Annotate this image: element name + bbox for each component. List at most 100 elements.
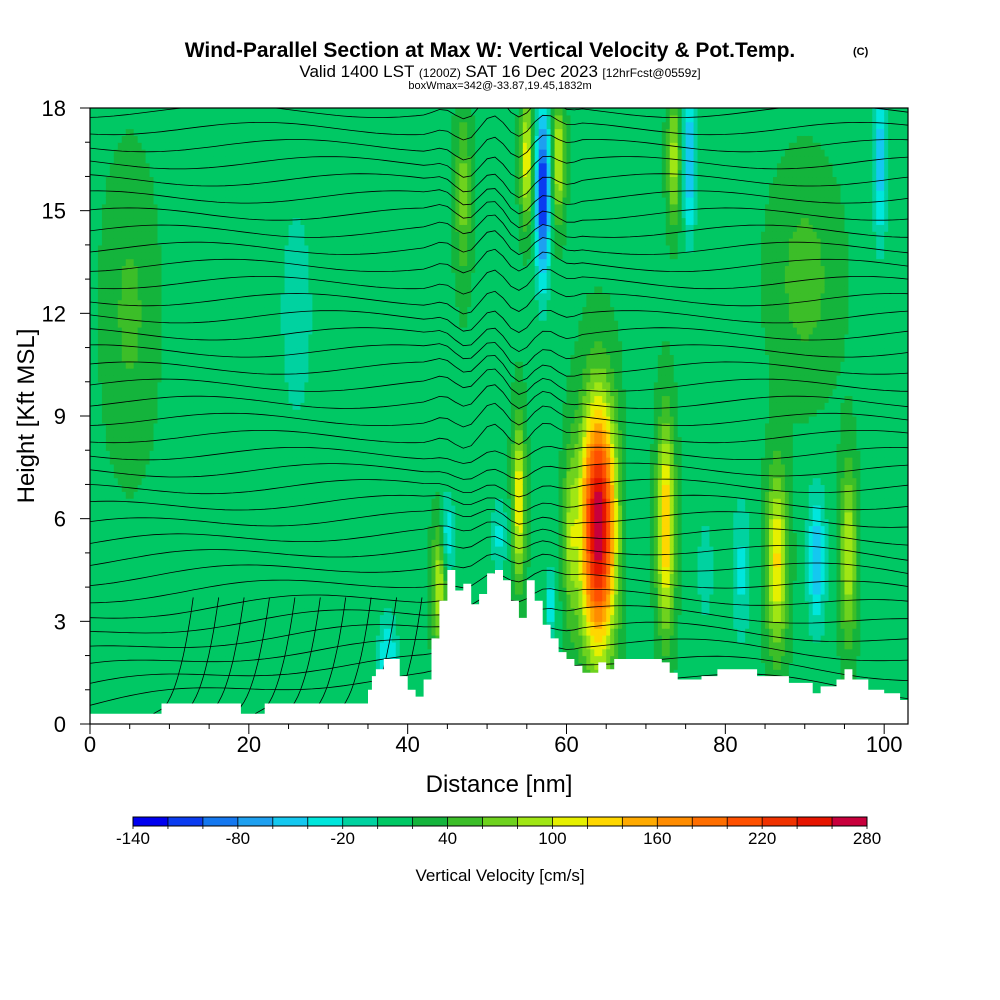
- w-cell: [232, 155, 238, 164]
- w-cell: [217, 635, 222, 643]
- w-cell: [113, 587, 119, 595]
- w-cell: [236, 395, 242, 403]
- w-cell: [101, 135, 107, 143]
- w-cell: [157, 532, 163, 540]
- w-cell: [304, 457, 309, 465]
- w-cell: [225, 210, 230, 219]
- w-cell: [217, 190, 222, 198]
- w-cell: [137, 635, 143, 643]
- w-cell: [292, 183, 298, 191]
- w-cell: [240, 265, 246, 273]
- w-cell: [109, 292, 115, 301]
- w-cell: [240, 149, 246, 157]
- w-cell: [113, 416, 119, 424]
- w-cell: [169, 135, 174, 143]
- w-cell: [260, 416, 266, 424]
- w-cell: [304, 511, 309, 520]
- w-cell: [149, 511, 155, 520]
- w-cell: [244, 361, 250, 369]
- w-cell: [129, 635, 135, 643]
- w-cell: [101, 183, 107, 191]
- w-cell: [173, 272, 178, 280]
- w-cell: [161, 546, 167, 554]
- w-cell: [268, 518, 274, 527]
- w-cell: [252, 443, 258, 451]
- w-cell: [197, 285, 202, 294]
- w-cell: [137, 504, 143, 513]
- w-cell: [153, 559, 159, 568]
- w-cell: [300, 244, 306, 253]
- w-cell: [101, 155, 107, 164]
- w-cell: [185, 114, 190, 123]
- w-cell: [93, 607, 99, 616]
- w-cell: [264, 114, 270, 123]
- w-cell: [292, 573, 298, 581]
- w-cell: [308, 662, 313, 670]
- w-cell: [153, 655, 159, 663]
- w-cell: [137, 272, 143, 280]
- w-cell: [304, 135, 309, 143]
- w-cell: [272, 443, 278, 451]
- w-cell: [276, 162, 282, 171]
- w-cell: [264, 511, 270, 520]
- w-cell: [260, 682, 266, 691]
- w-cell: [105, 552, 111, 561]
- w-cell: [185, 669, 190, 677]
- w-cell: [189, 272, 194, 280]
- w-cell: [272, 320, 278, 328]
- w-cell: [276, 265, 282, 273]
- w-cell: [228, 327, 234, 335]
- w-cell: [304, 539, 309, 547]
- w-cell: [177, 422, 182, 431]
- w-cell: [268, 573, 274, 581]
- w-cell: [109, 559, 115, 568]
- w-cell: [201, 429, 206, 438]
- w-cell: [225, 566, 230, 575]
- w-cell: [236, 169, 242, 178]
- w-cell: [157, 477, 163, 486]
- w-cell: [185, 450, 190, 458]
- w-cell: [141, 477, 147, 486]
- w-cell: [153, 518, 159, 527]
- w-cell: [105, 203, 111, 212]
- w-cell: [300, 450, 306, 458]
- w-cell: [296, 614, 302, 622]
- w-cell: [288, 169, 294, 178]
- w-cell: [161, 593, 167, 602]
- w-cell: [217, 676, 222, 684]
- w-cell: [97, 265, 103, 273]
- w-cell: [276, 217, 282, 225]
- w-cell: [125, 285, 131, 294]
- w-cell: [256, 689, 262, 698]
- w-cell: [280, 498, 286, 506]
- w-cell: [105, 484, 111, 492]
- w-cell: [209, 251, 214, 260]
- w-cell: [284, 162, 290, 171]
- w-cell: [205, 354, 210, 362]
- w-cell: [252, 477, 258, 486]
- w-cell: [157, 402, 163, 410]
- w-cell: [145, 484, 151, 492]
- w-cell: [133, 108, 139, 116]
- w-cell: [165, 402, 171, 410]
- w-cell: [240, 340, 246, 349]
- w-cell: [221, 354, 226, 362]
- w-cell: [201, 224, 206, 232]
- w-cell: [149, 224, 155, 232]
- w-cell: [304, 368, 309, 376]
- w-cell: [177, 689, 182, 698]
- w-cell: [280, 114, 286, 123]
- w-cell: [193, 628, 198, 636]
- w-cell: [205, 491, 210, 499]
- w-cell: [280, 347, 286, 355]
- w-cell: [177, 676, 182, 684]
- w-cell: [260, 395, 266, 403]
- w-cell: [292, 121, 298, 130]
- w-cell: [117, 436, 123, 444]
- w-cell: [221, 299, 226, 308]
- w-cell: [280, 149, 286, 157]
- w-cell: [133, 607, 139, 616]
- w-cell: [272, 327, 278, 335]
- w-cell: [280, 251, 286, 260]
- w-cell: [260, 374, 266, 383]
